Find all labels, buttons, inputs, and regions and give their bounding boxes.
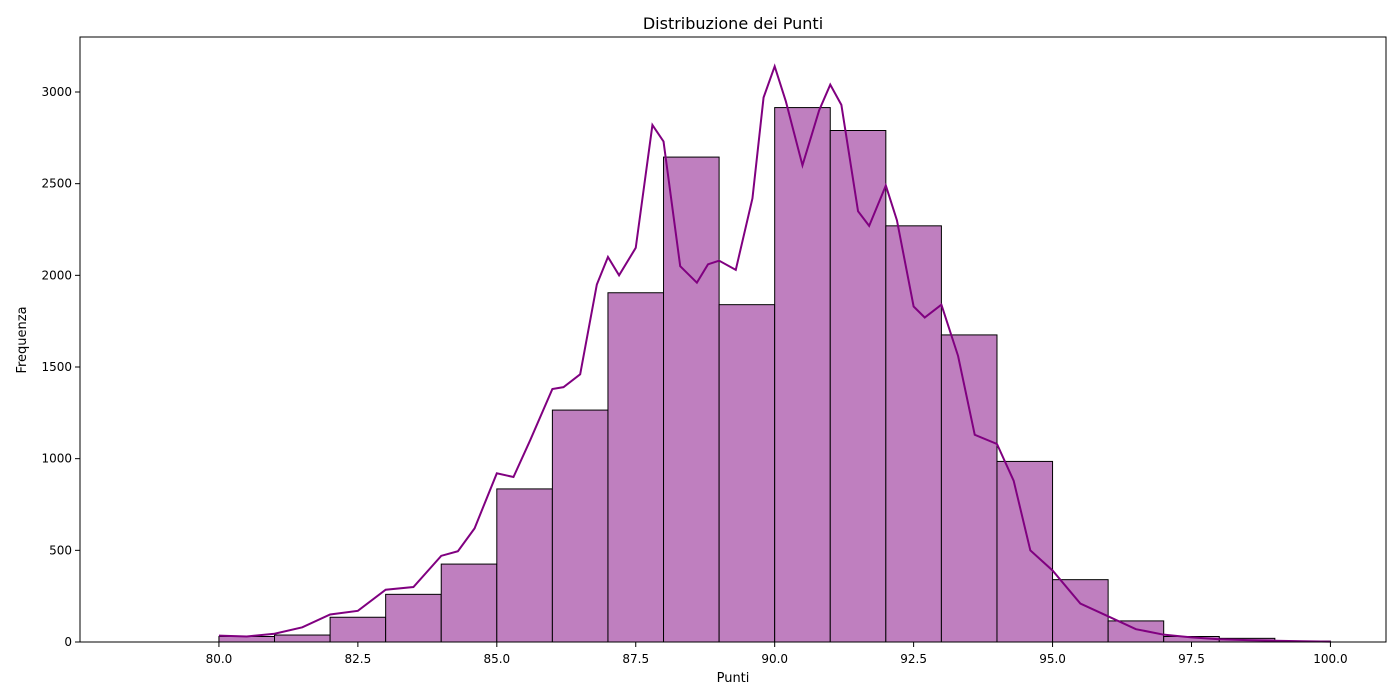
histogram-bar-9 (718, 304, 776, 643)
histogram-bar-2 (329, 616, 387, 643)
histogram-bar-8 (663, 156, 720, 643)
histogram-bar-16 (1107, 620, 1165, 643)
x-tick-label: 92.5 (900, 652, 927, 666)
y-tick-label: 2500 (41, 177, 72, 191)
chart-title: Distribuzione dei Punti (643, 14, 823, 33)
histogram-bar-5 (496, 488, 553, 643)
x-axis-ticks: 80.0 82.5 85.0 87.5 90.0 92.5 95.0 97.5 100.0 (206, 642, 1348, 666)
y-tick-label: 500 (49, 543, 72, 557)
y-tick-label: 0 (64, 635, 72, 649)
y-axis-ticks: 0 500 1000 1500 2000 2500 3000 (41, 85, 80, 649)
kde-curve (218, 63, 1331, 643)
x-tick-label: 87.5 (622, 652, 649, 666)
histogram-bar-15 (1052, 579, 1109, 643)
y-tick-label: 3000 (41, 85, 72, 99)
y-axis-label: Frequenza (15, 306, 30, 373)
histogram-bar-13 (940, 334, 998, 643)
x-tick-label: 82.5 (345, 652, 372, 666)
histogram-bar-7 (607, 292, 665, 643)
histogram-bar-12 (885, 225, 942, 643)
plot-frame (79, 36, 1387, 643)
y-tick-label: 1000 (41, 452, 72, 466)
histogram-bar-4 (440, 563, 498, 643)
x-tick-label: 97.5 (1178, 652, 1205, 666)
x-axis-label: Punti (717, 671, 750, 686)
x-tick-label: 95.0 (1039, 652, 1066, 666)
x-tick-label: 80.0 (206, 652, 233, 666)
x-tick-label: 90.0 (761, 652, 788, 666)
x-tick-label: 100.0 (1313, 652, 1347, 666)
histogram-bar-6 (551, 409, 609, 643)
x-tick-label: 85.0 (483, 652, 510, 666)
histogram-bar-10 (774, 107, 831, 643)
histogram-bars (218, 107, 1331, 643)
histogram-bar-14 (996, 460, 1054, 643)
histogram-bar-1 (274, 634, 331, 643)
histogram-bar-3 (385, 593, 442, 643)
y-tick-label: 1500 (41, 360, 72, 374)
y-tick-label: 2000 (41, 268, 72, 282)
